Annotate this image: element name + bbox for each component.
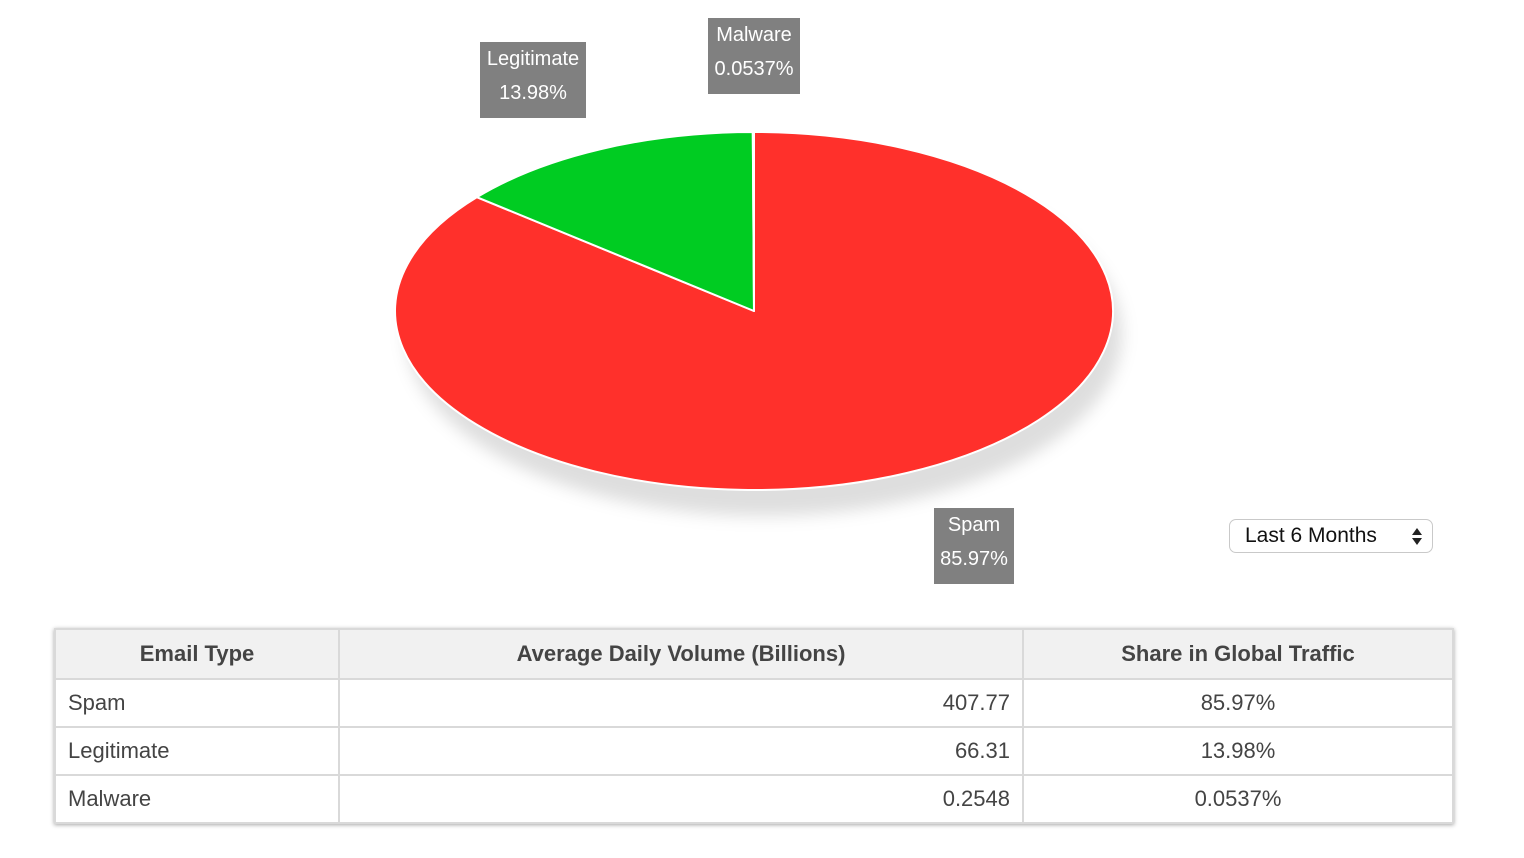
slice-label-malware-name: Malware (716, 24, 792, 46)
cell-share: 85.97% (1022, 678, 1454, 728)
table-row: Spam 407.77 85.97% (54, 678, 1454, 728)
header-email-type: Email Type (54, 628, 340, 680)
header-share-global-traffic: Share in Global Traffic (1022, 628, 1454, 680)
slice-label-malware: Malware 0.0537% (708, 18, 800, 94)
cell-email-type: Legitimate (54, 726, 340, 776)
select-arrows-icon (1412, 526, 1422, 548)
period-select-value: Last 6 Months (1245, 524, 1377, 547)
table-row: Legitimate 66.31 13.98% (54, 726, 1454, 776)
pie-slice-legitimate[interactable] (475, 131, 755, 312)
cell-share: 0.0537% (1022, 774, 1454, 824)
cell-email-type: Spam (54, 678, 340, 728)
table-row: Malware 0.2548 0.0537% (54, 774, 1454, 824)
slice-label-spam: Spam 85.97% (934, 508, 1014, 584)
cell-volume: 66.31 (338, 726, 1024, 776)
cell-email-type: Malware (54, 774, 340, 824)
slice-label-legitimate: Legitimate 13.98% (480, 42, 586, 118)
email-volume-table: Email Type Average Daily Volume (Billion… (54, 628, 1454, 824)
email-volume-table-container: Email Type Average Daily Volume (Billion… (54, 628, 1454, 824)
slice-label-legitimate-percent: 13.98% (499, 82, 567, 104)
cell-share: 13.98% (1022, 726, 1454, 776)
slice-label-spam-percent: 85.97% (940, 548, 1008, 570)
pie-slice-malware[interactable] (751, 130, 755, 312)
slice-label-malware-percent: 0.0537% (714, 58, 794, 80)
pie-chart (394, 130, 1122, 516)
header-average-daily-volume: Average Daily Volume (Billions) (338, 628, 1024, 680)
cell-volume: 407.77 (338, 678, 1024, 728)
table-header-row: Email Type Average Daily Volume (Billion… (54, 628, 1454, 680)
period-select[interactable]: Last 6 Months (1229, 519, 1433, 553)
slice-label-legitimate-name: Legitimate (486, 48, 580, 70)
slice-label-spam-name: Spam (947, 514, 1001, 536)
cell-volume: 0.2548 (338, 774, 1024, 824)
